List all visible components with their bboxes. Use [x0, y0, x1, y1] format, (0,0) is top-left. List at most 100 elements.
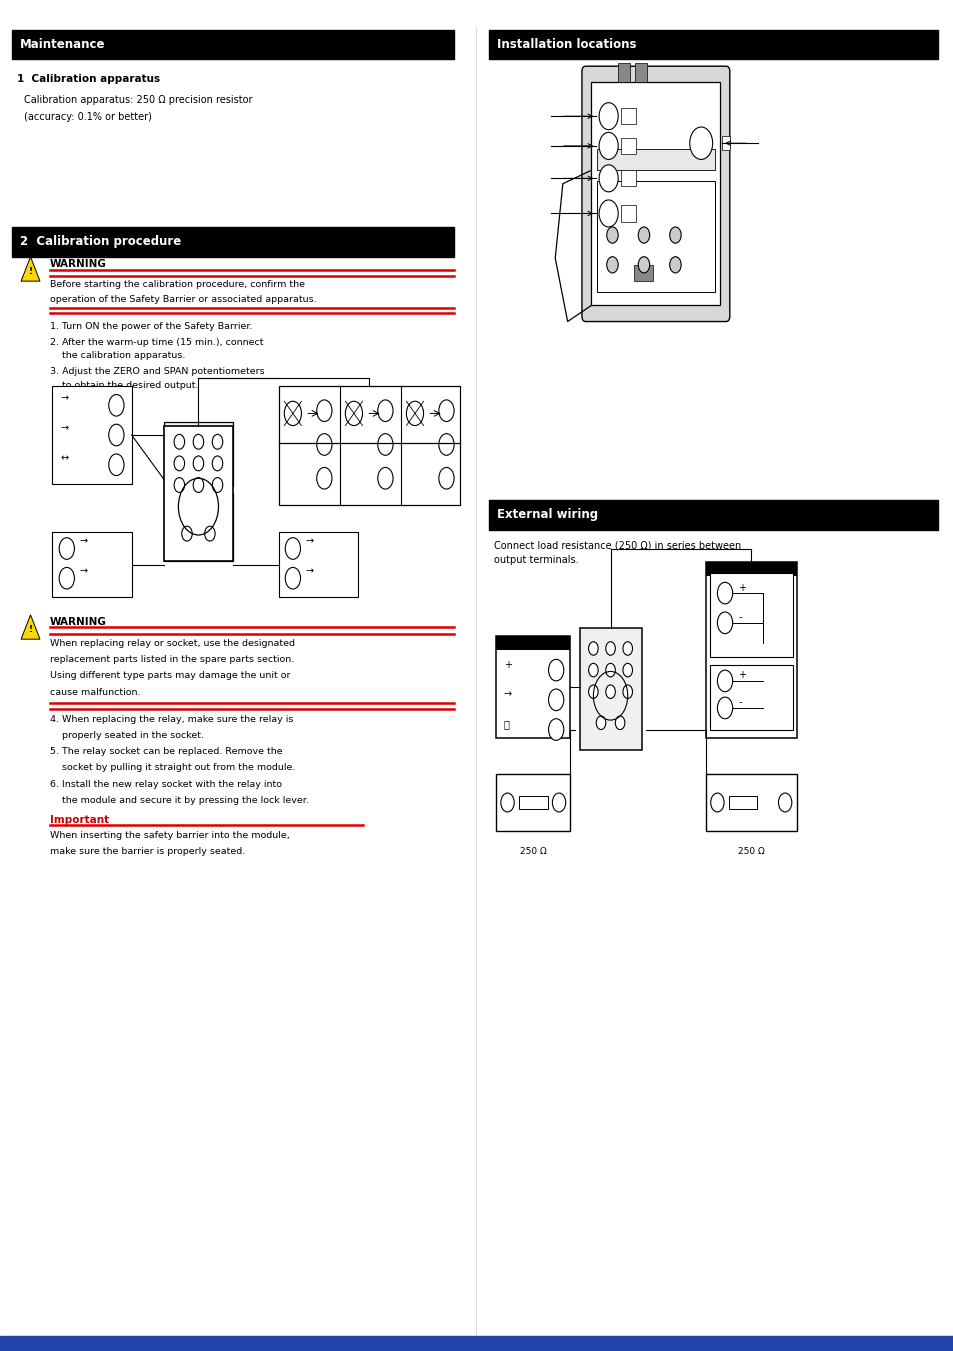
Circle shape: [615, 716, 624, 730]
Circle shape: [193, 434, 203, 449]
Text: WARNING: WARNING: [50, 259, 107, 269]
Text: 5. The relay socket can be replaced. Remove the: 5. The relay socket can be replaced. Rem…: [50, 747, 282, 757]
Circle shape: [59, 567, 74, 589]
Text: ⏚: ⏚: [503, 719, 509, 730]
Circle shape: [285, 538, 300, 559]
Circle shape: [689, 127, 712, 159]
FancyBboxPatch shape: [581, 66, 729, 322]
Text: →: →: [79, 536, 88, 547]
Polygon shape: [21, 615, 40, 639]
Bar: [597, 181, 714, 292]
Circle shape: [548, 689, 563, 711]
Circle shape: [212, 434, 222, 449]
Circle shape: [345, 401, 362, 426]
Bar: [705, 774, 796, 831]
Circle shape: [598, 103, 618, 130]
Circle shape: [377, 467, 393, 489]
Circle shape: [622, 685, 632, 698]
Circle shape: [173, 455, 184, 471]
Text: 250 Ω: 250 Ω: [519, 847, 546, 857]
Circle shape: [438, 467, 454, 489]
Bar: [705, 562, 796, 576]
Circle shape: [596, 716, 605, 730]
Text: →: →: [60, 393, 69, 404]
Circle shape: [638, 227, 649, 243]
Text: to obtain the desired output.: to obtain the desired output.: [50, 381, 198, 390]
Circle shape: [173, 478, 184, 493]
Circle shape: [377, 434, 393, 455]
Bar: [278, 386, 459, 505]
Bar: [496, 636, 570, 650]
Text: →: →: [79, 566, 88, 577]
Circle shape: [285, 567, 300, 589]
Text: !: !: [29, 267, 32, 276]
Circle shape: [552, 793, 565, 812]
Bar: [0, 1336, 953, 1351]
Text: 3. Adjust the ZERO and SPAN potentiometers: 3. Adjust the ZERO and SPAN potentiomete…: [50, 367, 264, 377]
Circle shape: [588, 663, 598, 677]
Text: make sure the barrier is properly seated.: make sure the barrier is properly seated…: [50, 847, 245, 857]
Text: output terminals.: output terminals.: [494, 555, 578, 565]
Text: the module and secure it by pressing the lock lever.: the module and secure it by pressing the…: [50, 796, 308, 805]
Text: Important: Important: [50, 815, 109, 824]
Bar: [12, 30, 454, 59]
Circle shape: [109, 424, 124, 446]
Circle shape: [109, 394, 124, 416]
Circle shape: [717, 670, 732, 692]
Circle shape: [605, 685, 615, 698]
Bar: [52, 386, 132, 484]
Bar: [618, 63, 629, 82]
Bar: [278, 532, 357, 597]
Text: →: →: [305, 536, 314, 547]
Circle shape: [638, 257, 649, 273]
Bar: [578, 628, 641, 750]
Circle shape: [173, 434, 184, 449]
Text: WARNING: WARNING: [50, 617, 107, 627]
Circle shape: [438, 400, 454, 422]
Circle shape: [598, 165, 618, 192]
Circle shape: [710, 793, 723, 812]
Circle shape: [598, 200, 618, 227]
Text: 6. Install the new relay socket with the relay into: 6. Install the new relay socket with the…: [50, 780, 281, 789]
Bar: [164, 493, 233, 561]
Bar: [620, 205, 636, 222]
Circle shape: [548, 659, 563, 681]
Bar: [12, 227, 454, 257]
Circle shape: [778, 793, 791, 812]
Polygon shape: [21, 257, 40, 281]
Bar: [635, 63, 646, 82]
Circle shape: [598, 132, 618, 159]
Bar: [620, 170, 636, 186]
Text: →: →: [503, 689, 512, 700]
Circle shape: [669, 227, 680, 243]
Bar: [496, 774, 570, 831]
Text: socket by pulling it straight out from the module.: socket by pulling it straight out from t…: [50, 763, 294, 773]
Circle shape: [606, 257, 618, 273]
Text: Installation locations: Installation locations: [497, 38, 636, 51]
Bar: [518, 796, 547, 809]
Bar: [709, 573, 792, 657]
Text: 250 Ω: 250 Ω: [737, 847, 764, 857]
Bar: [634, 265, 653, 281]
Bar: [709, 665, 792, 730]
Text: 1  Calibration apparatus: 1 Calibration apparatus: [17, 74, 160, 84]
Circle shape: [622, 663, 632, 677]
Bar: [164, 426, 233, 561]
Circle shape: [500, 793, 514, 812]
Text: +: +: [503, 659, 511, 670]
Circle shape: [438, 434, 454, 455]
Text: When inserting the safety barrier into the module,: When inserting the safety barrier into t…: [50, 831, 289, 840]
Text: -: -: [738, 697, 741, 708]
Circle shape: [588, 642, 598, 655]
Circle shape: [622, 642, 632, 655]
Text: 2. After the warm-up time (15 min.), connect: 2. After the warm-up time (15 min.), con…: [50, 338, 263, 347]
Text: →: →: [60, 423, 69, 434]
Circle shape: [717, 582, 732, 604]
Circle shape: [193, 478, 203, 493]
Text: +: +: [738, 582, 745, 593]
Bar: [489, 500, 937, 530]
Text: ↔: ↔: [60, 453, 69, 463]
Text: (accuracy: 0.1% or better): (accuracy: 0.1% or better): [24, 112, 152, 122]
Circle shape: [109, 454, 124, 476]
Text: 1. Turn ON the power of the Safety Barrier.: 1. Turn ON the power of the Safety Barri…: [50, 322, 252, 331]
